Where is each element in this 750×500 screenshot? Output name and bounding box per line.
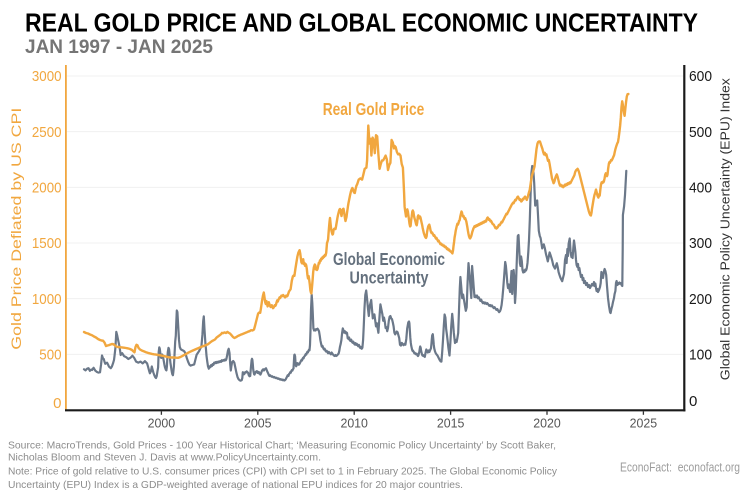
svg-text:2025: 2025 (630, 416, 658, 431)
svg-text:Source: MacroTrends, Gold Pric: Source: MacroTrends, Gold Prices - 100 Y… (8, 440, 556, 452)
svg-text:0: 0 (53, 395, 61, 412)
svg-text:1000: 1000 (32, 291, 62, 308)
svg-text:200: 200 (689, 291, 712, 308)
svg-text:Gold Price Deflated by US CPI: Gold Price Deflated by US CPI (8, 108, 24, 350)
svg-text:Note: Price of gold relative t: Note: Price of gold relative to U.S. con… (8, 465, 558, 477)
svg-text:REAL GOLD PRICE AND GLOBAL ECO: REAL GOLD PRICE AND GLOBAL ECONOMIC UNCE… (25, 8, 698, 38)
svg-text:JAN 1997 - JAN 2025: JAN 1997 - JAN 2025 (25, 36, 213, 58)
svg-text:0: 0 (689, 393, 697, 410)
svg-text:Uncertainty (EPU) Index is a G: Uncertainty (EPU) Index is a GDP-weighte… (8, 479, 463, 491)
svg-text:600: 600 (689, 68, 712, 85)
svg-text:2015: 2015 (437, 416, 465, 431)
svg-text:2005: 2005 (244, 416, 272, 431)
svg-text:2000: 2000 (148, 416, 176, 431)
svg-text:300: 300 (689, 235, 712, 252)
svg-text:3000: 3000 (32, 68, 62, 85)
svg-text:2020: 2020 (533, 416, 561, 431)
svg-text:Real Gold Price: Real Gold Price (323, 99, 425, 119)
svg-text:500: 500 (39, 347, 61, 364)
svg-text:Uncertainty: Uncertainty (350, 268, 429, 288)
svg-text:2500: 2500 (32, 124, 62, 141)
svg-text:100: 100 (689, 347, 712, 364)
svg-text:Global Economic Policy Uncerta: Global Economic Policy Uncertainty (EPU)… (718, 78, 733, 381)
svg-text:Global Economic: Global Economic (333, 249, 445, 269)
svg-text:2000: 2000 (32, 180, 62, 197)
svg-text:400: 400 (689, 180, 712, 197)
svg-text:1500: 1500 (32, 235, 62, 252)
svg-text:500: 500 (689, 124, 712, 141)
svg-text:EconoFact: econofact.org: EconoFact: econofact.org (620, 459, 740, 474)
svg-text:Nicholas Bloom and Steven J. D: Nicholas Bloom and Steven J. Davis at ww… (8, 452, 321, 464)
svg-text:2010: 2010 (340, 416, 368, 431)
